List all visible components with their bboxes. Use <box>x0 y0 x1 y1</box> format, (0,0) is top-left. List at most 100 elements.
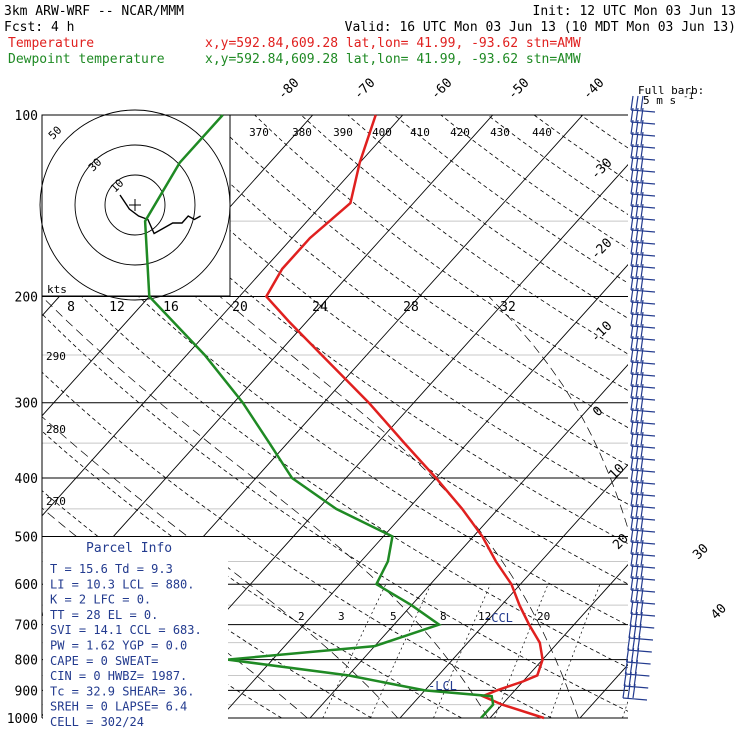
wind-barb-flag <box>641 132 643 146</box>
wind-barb-flag <box>641 396 643 410</box>
wind-barb-flag <box>641 108 643 122</box>
wind-barb-flag <box>641 588 643 602</box>
parcel-info-row: PW = 1.62 YGP = 0.0 <box>50 639 187 653</box>
wind-barb-flag <box>641 204 643 218</box>
isotherm <box>310 115 740 718</box>
speed-tick-label: 24 <box>312 300 328 315</box>
wind-barb-flag <box>641 480 643 494</box>
theta-label: 280 <box>46 423 66 436</box>
wind-barb-flag <box>641 288 643 302</box>
wind-barb-flag <box>631 96 633 110</box>
isotherm <box>400 115 740 718</box>
wind-barb-flag <box>635 660 637 674</box>
pressure-tick-label: 400 <box>15 472 38 487</box>
isotherm-label: -70 <box>351 76 378 103</box>
pressure-tick-label: 200 <box>15 291 38 306</box>
model-title: 3km ARW-WRF -- NCAR/MMM <box>4 4 184 19</box>
temperature-station-info: x,y=592.84,609.28 lat,lon= 41.99, -93.62… <box>205 36 581 51</box>
dry-adiabat <box>255 115 740 718</box>
mixing-ratio-line <box>434 584 491 718</box>
dry-adiabat <box>394 115 740 718</box>
dry-adiabat <box>488 115 740 718</box>
speed-tick-label: 12 <box>109 300 125 315</box>
isotherm-label: -60 <box>428 76 455 103</box>
wind-barb-flag <box>641 264 643 278</box>
isotherm-label: -20 <box>588 236 615 263</box>
theta-label: 270 <box>46 495 66 508</box>
hodograph-axis-label: kts <box>47 283 67 296</box>
height-tick-label: 400 <box>372 126 392 139</box>
wind-barb-flag <box>641 456 643 470</box>
parcel-info-panel: Parcel Info T = 15.6 Td = 9.3LI = 10.3 L… <box>43 537 228 729</box>
wind-barb-flag <box>641 216 643 230</box>
height-tick-label: 380 <box>292 126 312 139</box>
wind-barb-flag <box>636 96 638 110</box>
parcel-info-row: CIN = 0 HWBZ= 1987. <box>50 669 187 683</box>
parcel-info-row: Tc = 32.9 SHEAR= 36. <box>50 684 195 698</box>
lcl-label: -LCL <box>428 679 457 693</box>
barb-legend-exponent: -1 <box>683 92 694 102</box>
wind-barb-flag <box>641 144 643 158</box>
wind-barb-staff <box>624 686 648 688</box>
wind-barb-staff <box>627 662 651 664</box>
wind-barb-flag <box>639 624 641 638</box>
temperature-legend: Temperature <box>8 36 94 51</box>
isotherm-label: -10 <box>588 319 615 346</box>
parcel-info-row: K = 2 LFC = 0. <box>50 593 151 607</box>
isotherm-label: -80 <box>275 76 302 103</box>
dewpoint-legend: Dewpoint temperature <box>8 52 165 67</box>
wind-barb-flag <box>641 336 643 350</box>
parcel-info-row: LI = 10.3 LCL = 880. <box>50 577 195 591</box>
parcel-info-row: CAPE = 0 SWEAT= <box>50 654 158 668</box>
pressure-tick-label: 300 <box>15 397 38 412</box>
wind-barb-flag <box>641 540 643 554</box>
wind-barb-flag <box>641 276 643 290</box>
dry-adiabat <box>208 115 740 718</box>
wind-barb-flag <box>624 672 626 686</box>
wind-barb-flag <box>641 552 643 566</box>
wind-barb-flag <box>641 468 643 482</box>
wind-barb-flag <box>641 516 643 530</box>
dry-adiabat <box>348 115 740 718</box>
height-tick-label: 430 <box>490 126 510 139</box>
barb-legend-units: 5 m s <box>643 94 676 107</box>
wind-barb-staff <box>631 614 655 616</box>
isotherm-label: 20 <box>610 531 632 553</box>
isotherm-label: 10 <box>606 461 628 483</box>
pressure-tick-label: 900 <box>15 684 38 699</box>
pressure-tick-label: 500 <box>15 530 38 545</box>
wind-barb-flag <box>641 420 643 434</box>
parcel-info-row: SREH = 0 LAPSE= 6.4 <box>50 700 187 714</box>
parcel-info-title: Parcel Info <box>86 541 172 556</box>
dewpoint-station-info: x,y=592.84,609.28 lat,lon= 41.99, -93.62… <box>205 52 581 67</box>
wind-barb-flag <box>641 360 643 374</box>
wind-barb-staff <box>629 638 653 640</box>
wind-barb-flag <box>641 372 643 386</box>
isotherm <box>220 115 740 718</box>
wind-barb-flag <box>641 240 643 254</box>
parcel-info-row: T = 15.6 Td = 9.3 <box>50 562 173 576</box>
wind-barb-flag <box>641 120 643 134</box>
pressure-tick-label: 100 <box>15 109 38 124</box>
isotherm-label: -40 <box>580 76 607 103</box>
isotherm-label: 40 <box>708 601 730 623</box>
valid-time: Valid: 16 UTC Mon 03 Jun 13 (10 MDT Mon … <box>345 20 736 35</box>
parcel-info-row: TT = 28 EL = 0. <box>50 608 158 622</box>
wind-barb-staff <box>630 626 654 628</box>
temperature-line <box>266 115 544 718</box>
pressure-tick-label: 800 <box>15 654 38 669</box>
wind-barb-flag <box>641 504 643 518</box>
wind-barb-staff <box>628 650 652 652</box>
wind-barb-flag <box>641 576 643 590</box>
wind-barb-flag <box>641 432 643 446</box>
wind-barb-flag <box>641 228 643 242</box>
mixing-ratio-label: 8 <box>440 610 447 623</box>
wind-barb-staff <box>623 698 647 700</box>
wind-barb-flag <box>641 156 643 170</box>
wind-barb-flag <box>641 192 643 206</box>
wind-barb-flag <box>641 564 643 578</box>
wind-barb-flag <box>641 324 643 338</box>
speed-tick-label: 32 <box>500 300 516 315</box>
